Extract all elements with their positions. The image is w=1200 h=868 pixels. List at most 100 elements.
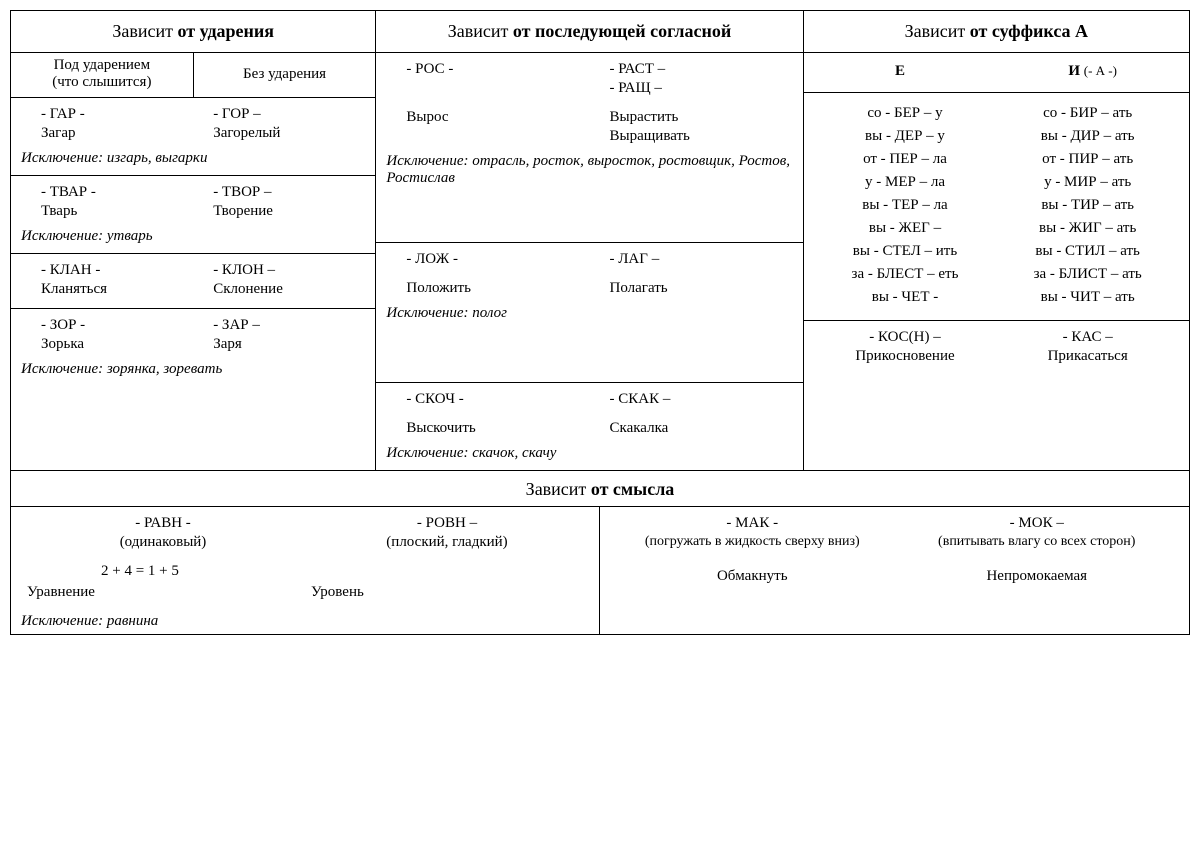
example-right: Скакалка [610,420,793,437]
mak-sub: (погружать в жидкость сверху вниз) [610,534,895,550]
root-right: - ГОР – [213,106,365,123]
col1-cell: - КЛАН -Кланяться- КЛОН –Склонение [11,254,375,309]
col1-cell: - ТВАР -Тварь- ТВОР –ТворениеИсключение:… [11,176,375,254]
bottom-row: - РАВН - (одинаковый) - РОВН – (плоский,… [11,507,1189,634]
equation: 2 + 4 = 1 + 5 [21,563,589,580]
example-left: Зорька [41,336,193,353]
col1-cell: - ЗОР - Зорька - ЗАР – Заря Исключение: зоря… [11,309,375,386]
col1-cells: - ГАР - Загар - ГОР – Загорелый Исключение: … [11,98,375,386]
col1: Под ударением (что слышится) Без ударени… [11,53,376,470]
example-left: Выскочить [406,420,589,437]
root-left: - РОС - [406,61,589,78]
bottom-right: - МАК - (погружать в жидкость сверху вни… [600,507,1189,634]
mak-example: Обмакнуть [610,568,895,585]
root-left: - ЗОР - [41,317,193,334]
suffix-i-item: вы - ЧИТ – ать [996,289,1179,306]
root-left: - КЛАН - [41,262,193,279]
exception: Исключение: полог [386,305,792,322]
root-right: - СКАК – [610,391,793,408]
bottom-header-bold: от смысла [591,479,675,499]
bottom-left: - РАВН - (одинаковый) - РОВН – (плоский,… [11,507,600,634]
col3-subheader-row: Е И (- А -) [804,53,1189,93]
exception: Исключение: зорянка, зоревать [21,361,365,378]
suffix-e-item: вы - ДЕР – у [814,128,997,145]
kas-root: - КАС – [996,329,1179,346]
col3-bottom-cell: - КОС(Н) – Прикосновение - КАС – Прикаса… [804,321,1189,375]
root-right: - РАСТ – [610,61,793,78]
body-row: Под ударением (что слышится) Без ударени… [11,53,1189,470]
col1-sub1: Под ударением (что слышится) [11,53,194,98]
bottom-header: Зависит от смысла [11,470,1189,507]
example-left: Тварь [41,203,193,220]
suffix-e-item: вы - СТЕЛ – ить [814,243,997,260]
suffix-i-item: вы - ДИР – ать [996,128,1179,145]
col1-cell: - ГАР -Загар- ГОР –ЗагорелыйИсключение: … [11,98,375,176]
suffix-e-item: со - БЕР – у [814,105,997,122]
col3-right-list: со - БИР – ать вы - ДИР – ать от - ПИР – а… [996,99,1179,312]
col2-cell: - СКОЧ -- СКАК –ВыскочитьСкакалкаИсключе… [376,383,802,470]
header-col3-bold: от суффикса А [970,21,1088,41]
col2-cell: - ЛОЖ - - ЛАГ – Положить Полагать Исключение… [376,243,802,383]
root-right: - ЗАР – [213,317,365,334]
root-left: - ТВАР - [41,184,193,201]
header-col1: Зависит от ударения [11,11,376,53]
col3-left-list: со - БЕР – у вы - ДЕР – у от - ПЕР – ла у -… [814,99,997,312]
suffix-i-item: у - МИР – ать [996,174,1179,191]
header-row: Зависит от ударения Зависит от последующ… [11,11,1189,53]
ravn-sub: (одинаковый) [21,534,305,551]
example-right: Полагать [610,280,793,297]
col3-sub1: Е [804,53,997,93]
example-left: Положить [406,280,589,297]
example-right-2: Выращивать [610,128,793,145]
root-left: - ЛОЖ - [406,251,589,268]
root-right: - ЛАГ – [610,251,793,268]
example-left: Загар [41,125,193,142]
example-left: Кланяться [41,281,193,298]
header-col2-pre: Зависит [448,21,513,41]
suffix-i-item: со - БИР – ать [996,105,1179,122]
col2: - РОС -- РАСТ –- РАЩ –ВыросВыраститьВыра… [376,53,803,470]
root-left: - СКОЧ - [406,391,589,408]
col2-cell: - РОС -- РАСТ –- РАЩ –ВыросВыраститьВыра… [376,53,802,243]
mok-root: - МОК – [895,515,1180,532]
rovn-example: Уровень [305,584,589,601]
suffix-i-item: вы - ЖИГ – ать [996,220,1179,237]
suffix-e-item: вы - ЧЕТ - [814,289,997,306]
suffix-e-item: от - ПЕР – ла [814,151,997,168]
suffix-i-item: за - БЛИСТ – ать [996,266,1179,283]
rovn-sub: (плоский, гладкий) [305,534,589,551]
grammar-table: Зависит от ударения Зависит от последующ… [10,10,1190,635]
mok-example: Непромокаемая [895,568,1180,585]
example-right: Заря [213,336,365,353]
col1-subheader-row: Под ударением (что слышится) Без ударени… [11,53,375,98]
exception: Исключение: утварь [21,228,365,245]
example-right: Загорелый [213,125,365,142]
mak-root: - МАК - [610,515,895,532]
header-col2: Зависит от последующей согласной [376,11,803,53]
suffix-i-item: от - ПИР – ать [996,151,1179,168]
suffix-i-item: вы - СТИЛ – ать [996,243,1179,260]
col3: Е И (- А -) со - БЕР – у вы - ДЕР – у от -… [804,53,1189,470]
suffix-e-item: за - БЛЕСТ – еть [814,266,997,283]
mok-sub: (впитывать влагу со всех сторон) [895,534,1180,550]
col1-sub2: Без ударения [194,53,376,98]
header-col1-bold: от ударения [177,21,274,41]
example-left: Вырос [406,109,589,126]
suffix-e-item: вы - ЖЕГ – [814,220,997,237]
root-left: - ГАР - [41,106,193,123]
kos-root: - КОС(Н) – [814,329,997,346]
suffix-e-item: вы - ТЕР – ла [814,197,997,214]
suffix-e-item: у - МЕР – ла [814,174,997,191]
root-right: - КЛОН – [213,262,365,279]
rovn-root: - РОВН – [305,515,589,532]
col3-list-cell: со - БЕР – у вы - ДЕР – у от - ПЕР – ла у -… [804,93,1189,321]
exception: Исключение: отрасль, росток, выросток, р… [386,153,792,187]
root-right-2: - РАЩ – [610,80,793,97]
header-col3-pre: Зависит [905,21,970,41]
example-right: Творение [213,203,365,220]
col3-sub2: И (- А -) [996,53,1189,93]
ravn-example: Уравнение [21,584,305,601]
bottom-header-pre: Зависит [526,479,591,499]
header-col3: Зависит от суффикса А [804,11,1189,53]
kas-example: Прикасаться [996,348,1179,365]
